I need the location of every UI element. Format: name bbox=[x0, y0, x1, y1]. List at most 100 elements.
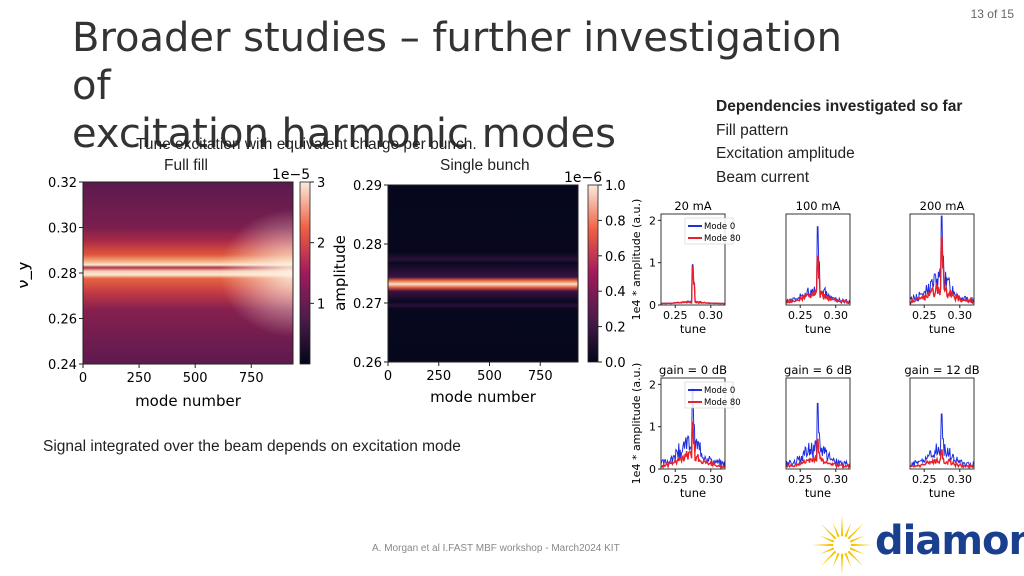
colorbar-tick-label: 3 bbox=[317, 176, 325, 191]
legend-box bbox=[684, 381, 734, 409]
starburst-ray bbox=[849, 547, 865, 555]
colorbar-tick-label: 0.2 bbox=[605, 321, 626, 336]
mode-80-line bbox=[660, 421, 726, 470]
legend-label: Mode 0 bbox=[704, 222, 735, 232]
legend-box bbox=[684, 217, 734, 245]
dependency-item: Fill pattern bbox=[716, 121, 789, 139]
x-axis-label: mode number bbox=[135, 392, 242, 410]
colorbar bbox=[299, 181, 311, 365]
legend-label: Mode 80 bbox=[704, 398, 741, 408]
y-tick-label: 0 bbox=[649, 299, 656, 312]
dependencies-heading: Dependencies investigated so far bbox=[716, 98, 963, 115]
starburst-ray bbox=[847, 523, 864, 540]
x-axis-label: tune bbox=[680, 322, 706, 336]
colorbar-tick-label: 0.8 bbox=[605, 214, 626, 229]
panel-frame bbox=[785, 213, 851, 306]
mode-80-line bbox=[785, 438, 851, 470]
diamond-logo: diamond bbox=[808, 514, 1024, 575]
x-tick-label: 0.30 bbox=[948, 309, 973, 322]
mode-80-line bbox=[660, 266, 726, 305]
x-tick-label: 0.30 bbox=[824, 473, 849, 486]
starburst-ray bbox=[812, 543, 834, 547]
y-tick-label: 2 bbox=[649, 378, 656, 391]
legend: Mode 0 Mode 80 bbox=[684, 381, 741, 409]
colorbar-tick-label: 1 bbox=[317, 297, 325, 312]
x-axis-label: tune bbox=[929, 322, 955, 336]
x-tick-label: 0.25 bbox=[663, 473, 688, 486]
colorbar-ticks: 3 2 1 bbox=[310, 176, 325, 312]
starburst-ray bbox=[832, 552, 840, 568]
heatmap-image bbox=[388, 185, 578, 362]
x-axis-label: tune bbox=[929, 486, 955, 500]
starburst-ray bbox=[850, 543, 872, 547]
x-tick-label: 0.30 bbox=[824, 309, 849, 322]
mode-0-line bbox=[909, 413, 975, 469]
legend: Mode 0 Mode 80 bbox=[684, 217, 741, 245]
starburst-ray bbox=[832, 522, 840, 538]
y-tick-label: 0 bbox=[649, 463, 656, 476]
mode-0-line bbox=[785, 402, 851, 469]
colorbar-tick-label: 2 bbox=[317, 237, 325, 252]
x-axis-label: mode number bbox=[430, 388, 537, 406]
panel-title: 20 mA bbox=[674, 199, 711, 213]
colorbar-tick-label: 0.4 bbox=[605, 285, 626, 300]
starburst-ray bbox=[849, 535, 865, 543]
label-full-fill: Full fill bbox=[164, 157, 208, 174]
x-axis-label: tune bbox=[805, 322, 831, 336]
panel-title: gain = 0 dB bbox=[659, 363, 727, 377]
legend-label: Mode 80 bbox=[704, 234, 741, 244]
x-axis-ticks: 0 250 500 750 bbox=[384, 362, 553, 384]
y-tick-label: 0.29 bbox=[353, 179, 382, 194]
y-tick-label: 0.26 bbox=[48, 313, 77, 328]
y-tick-label: 0.24 bbox=[48, 358, 77, 373]
panel-frame bbox=[785, 377, 851, 470]
y-axis-label: ν_y bbox=[20, 261, 33, 289]
colorbar-label: amplitude bbox=[331, 235, 349, 311]
dependencies-list: Dependencies investigated so far Fill pa… bbox=[716, 95, 962, 189]
y-axis-label: 1e4 * amplitude (a.u.) bbox=[630, 199, 643, 321]
x-tick-label: 750 bbox=[528, 369, 553, 384]
colorbar-scale: 1e−5 bbox=[272, 167, 310, 183]
heatmap-single-bunch: 0.290.280.270.26 0 250 500 750 mode number … bbox=[353, 170, 626, 406]
colorbar-scale: 1e−6 bbox=[564, 170, 602, 186]
y-tick-label: 1 bbox=[649, 421, 656, 434]
panel-title: 200 mA bbox=[920, 199, 965, 213]
starburst-center bbox=[834, 537, 850, 553]
y-tick-label: 2 bbox=[649, 214, 656, 227]
x-tick-label: 0.30 bbox=[699, 473, 724, 486]
page-number: 13 of 15 bbox=[970, 7, 1014, 21]
panel-frame bbox=[909, 213, 975, 306]
starburst-ray bbox=[840, 515, 844, 537]
y-tick-label: 0.28 bbox=[48, 267, 77, 282]
starburst-ray bbox=[819, 535, 835, 543]
mode-0-line bbox=[785, 226, 851, 305]
x-axis-ticks: 0 250 500 750 bbox=[79, 364, 264, 386]
x-tick-label: 250 bbox=[426, 369, 451, 384]
mode-80-line bbox=[909, 449, 975, 470]
heatmap-full-fill: 0.32 0.30 0.28 0.26 0.24 0 250 500 750 ν_y mode… bbox=[20, 167, 349, 410]
x-tick-label: 750 bbox=[239, 371, 264, 386]
y-tick-label: 0.28 bbox=[353, 238, 382, 253]
panel-frame bbox=[660, 213, 726, 306]
figure-caption: Tune excitation with equivalent charge p… bbox=[136, 136, 477, 153]
starburst-ray bbox=[820, 550, 837, 567]
x-tick-label: 0.25 bbox=[912, 309, 937, 322]
y-tick-label: 0.30 bbox=[48, 222, 77, 237]
panel-title: gain = 6 dB bbox=[784, 363, 852, 377]
y-axis-ticks: 0.32 0.30 0.28 0.26 0.24 bbox=[48, 176, 83, 373]
x-axis-label: tune bbox=[805, 486, 831, 500]
y-tick-label: 0.27 bbox=[353, 297, 382, 312]
x-tick-label: 0 bbox=[79, 371, 87, 386]
mode-80-line bbox=[785, 255, 851, 305]
starburst-ray bbox=[840, 553, 844, 575]
title-line-2: excitation harmonic modes bbox=[72, 111, 617, 157]
x-tick-label: 0.30 bbox=[699, 309, 724, 322]
x-tick-label: 500 bbox=[477, 369, 502, 384]
panel-frame bbox=[909, 377, 975, 470]
starburst-ray bbox=[820, 523, 837, 540]
panel-title: 100 mA bbox=[796, 199, 841, 213]
